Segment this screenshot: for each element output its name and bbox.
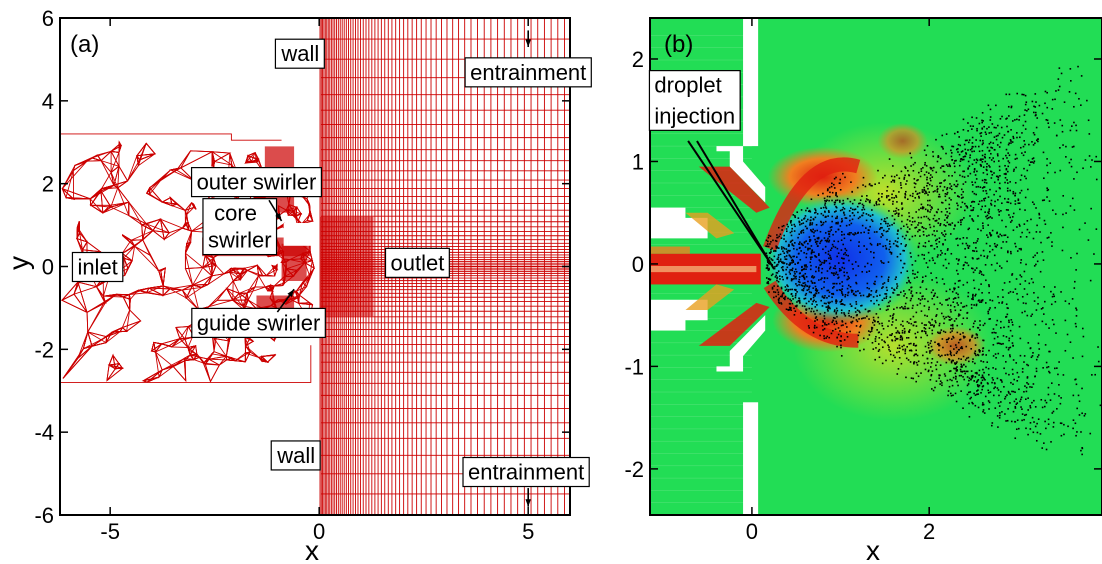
panel-b-label: (b)	[664, 31, 693, 58]
annotation-box	[190, 166, 322, 198]
y-tick-label: 1	[632, 149, 644, 174]
panel-b-annotations: droplet injection	[648, 70, 775, 270]
annotation-box	[464, 57, 592, 88]
annotation-box	[462, 456, 590, 488]
annotation-label: entrainment	[470, 60, 586, 85]
y-tick-label: -2	[624, 457, 644, 482]
annotation-label: outer swirler	[197, 170, 317, 195]
annotation-line	[687, 140, 771, 263]
panel-b-xlabel: x	[866, 535, 880, 564]
y-tick-label: 0	[42, 255, 54, 280]
annotation-label: outlet	[391, 250, 445, 275]
annotation-label: wall	[280, 41, 319, 66]
x-tick-label: 0	[746, 519, 758, 544]
y-tick-label: 4	[42, 89, 54, 114]
annotation-arrowhead	[275, 213, 282, 221]
annotation-label: droplet	[654, 73, 721, 98]
y-tick-label: 0	[632, 252, 644, 277]
annotation-arrowhead	[287, 289, 295, 297]
annotation-arrowhead	[525, 499, 531, 507]
annotation-label: swirler	[208, 228, 272, 253]
annotation-box	[648, 70, 741, 131]
panel-a-annotations: wall entrainment outer swirler inlet outlet g…	[71, 30, 592, 507]
y-tick-label: -4	[34, 420, 54, 445]
panel-b-field	[650, 18, 1102, 515]
y-tick-label: -6	[34, 503, 54, 528]
y-tick-label: 2	[632, 47, 644, 72]
annotation-box	[71, 251, 124, 283]
panel-b-droplets	[765, 65, 1102, 467]
annotation-label: wall	[276, 443, 315, 468]
annotation-box	[384, 247, 450, 278]
annotation-label: core	[214, 201, 257, 226]
annotation-box	[270, 440, 321, 471]
panel-b: 0 2 -2 -1 0 1 2 droplet injection (b) x	[624, 17, 1102, 564]
panel-a: -5 0 5 -6 -4 -2 0 2 4 6 wall entrainment outer swir…	[3, 6, 592, 564]
panel-b-frame	[649, 17, 1102, 516]
annotation-box	[274, 38, 325, 69]
annotation-box	[191, 307, 326, 339]
y-tick-label: -2	[34, 337, 54, 362]
annotation-arrowhead	[525, 39, 531, 47]
annotation-label: guide swirler	[197, 310, 321, 335]
x-tick-label: 5	[522, 519, 534, 544]
x-tick-label: 2	[923, 519, 935, 544]
panel-b-axes: 0 2 -2 -1 0 1 2	[624, 18, 1102, 544]
annotation-label: injection	[654, 103, 735, 128]
y-tick-label: 2	[42, 172, 54, 197]
panel-a-axes: -5 0 5 -6 -4 -2 0 2 4 6	[34, 6, 570, 544]
y-tick-label: -1	[624, 354, 644, 379]
annotation-box	[202, 198, 278, 256]
x-tick-label: 0	[313, 519, 325, 544]
panel-a-xlabel: x	[305, 535, 319, 564]
panel-a-label: (a)	[70, 31, 99, 58]
x-tick-label: -5	[100, 519, 120, 544]
y-tick-label: 6	[42, 6, 54, 31]
annotation-line	[696, 140, 775, 270]
annotation-label: inlet	[77, 255, 117, 280]
panel-a-ylabel: y	[3, 256, 34, 270]
annotation-label: entrainment	[468, 460, 584, 485]
